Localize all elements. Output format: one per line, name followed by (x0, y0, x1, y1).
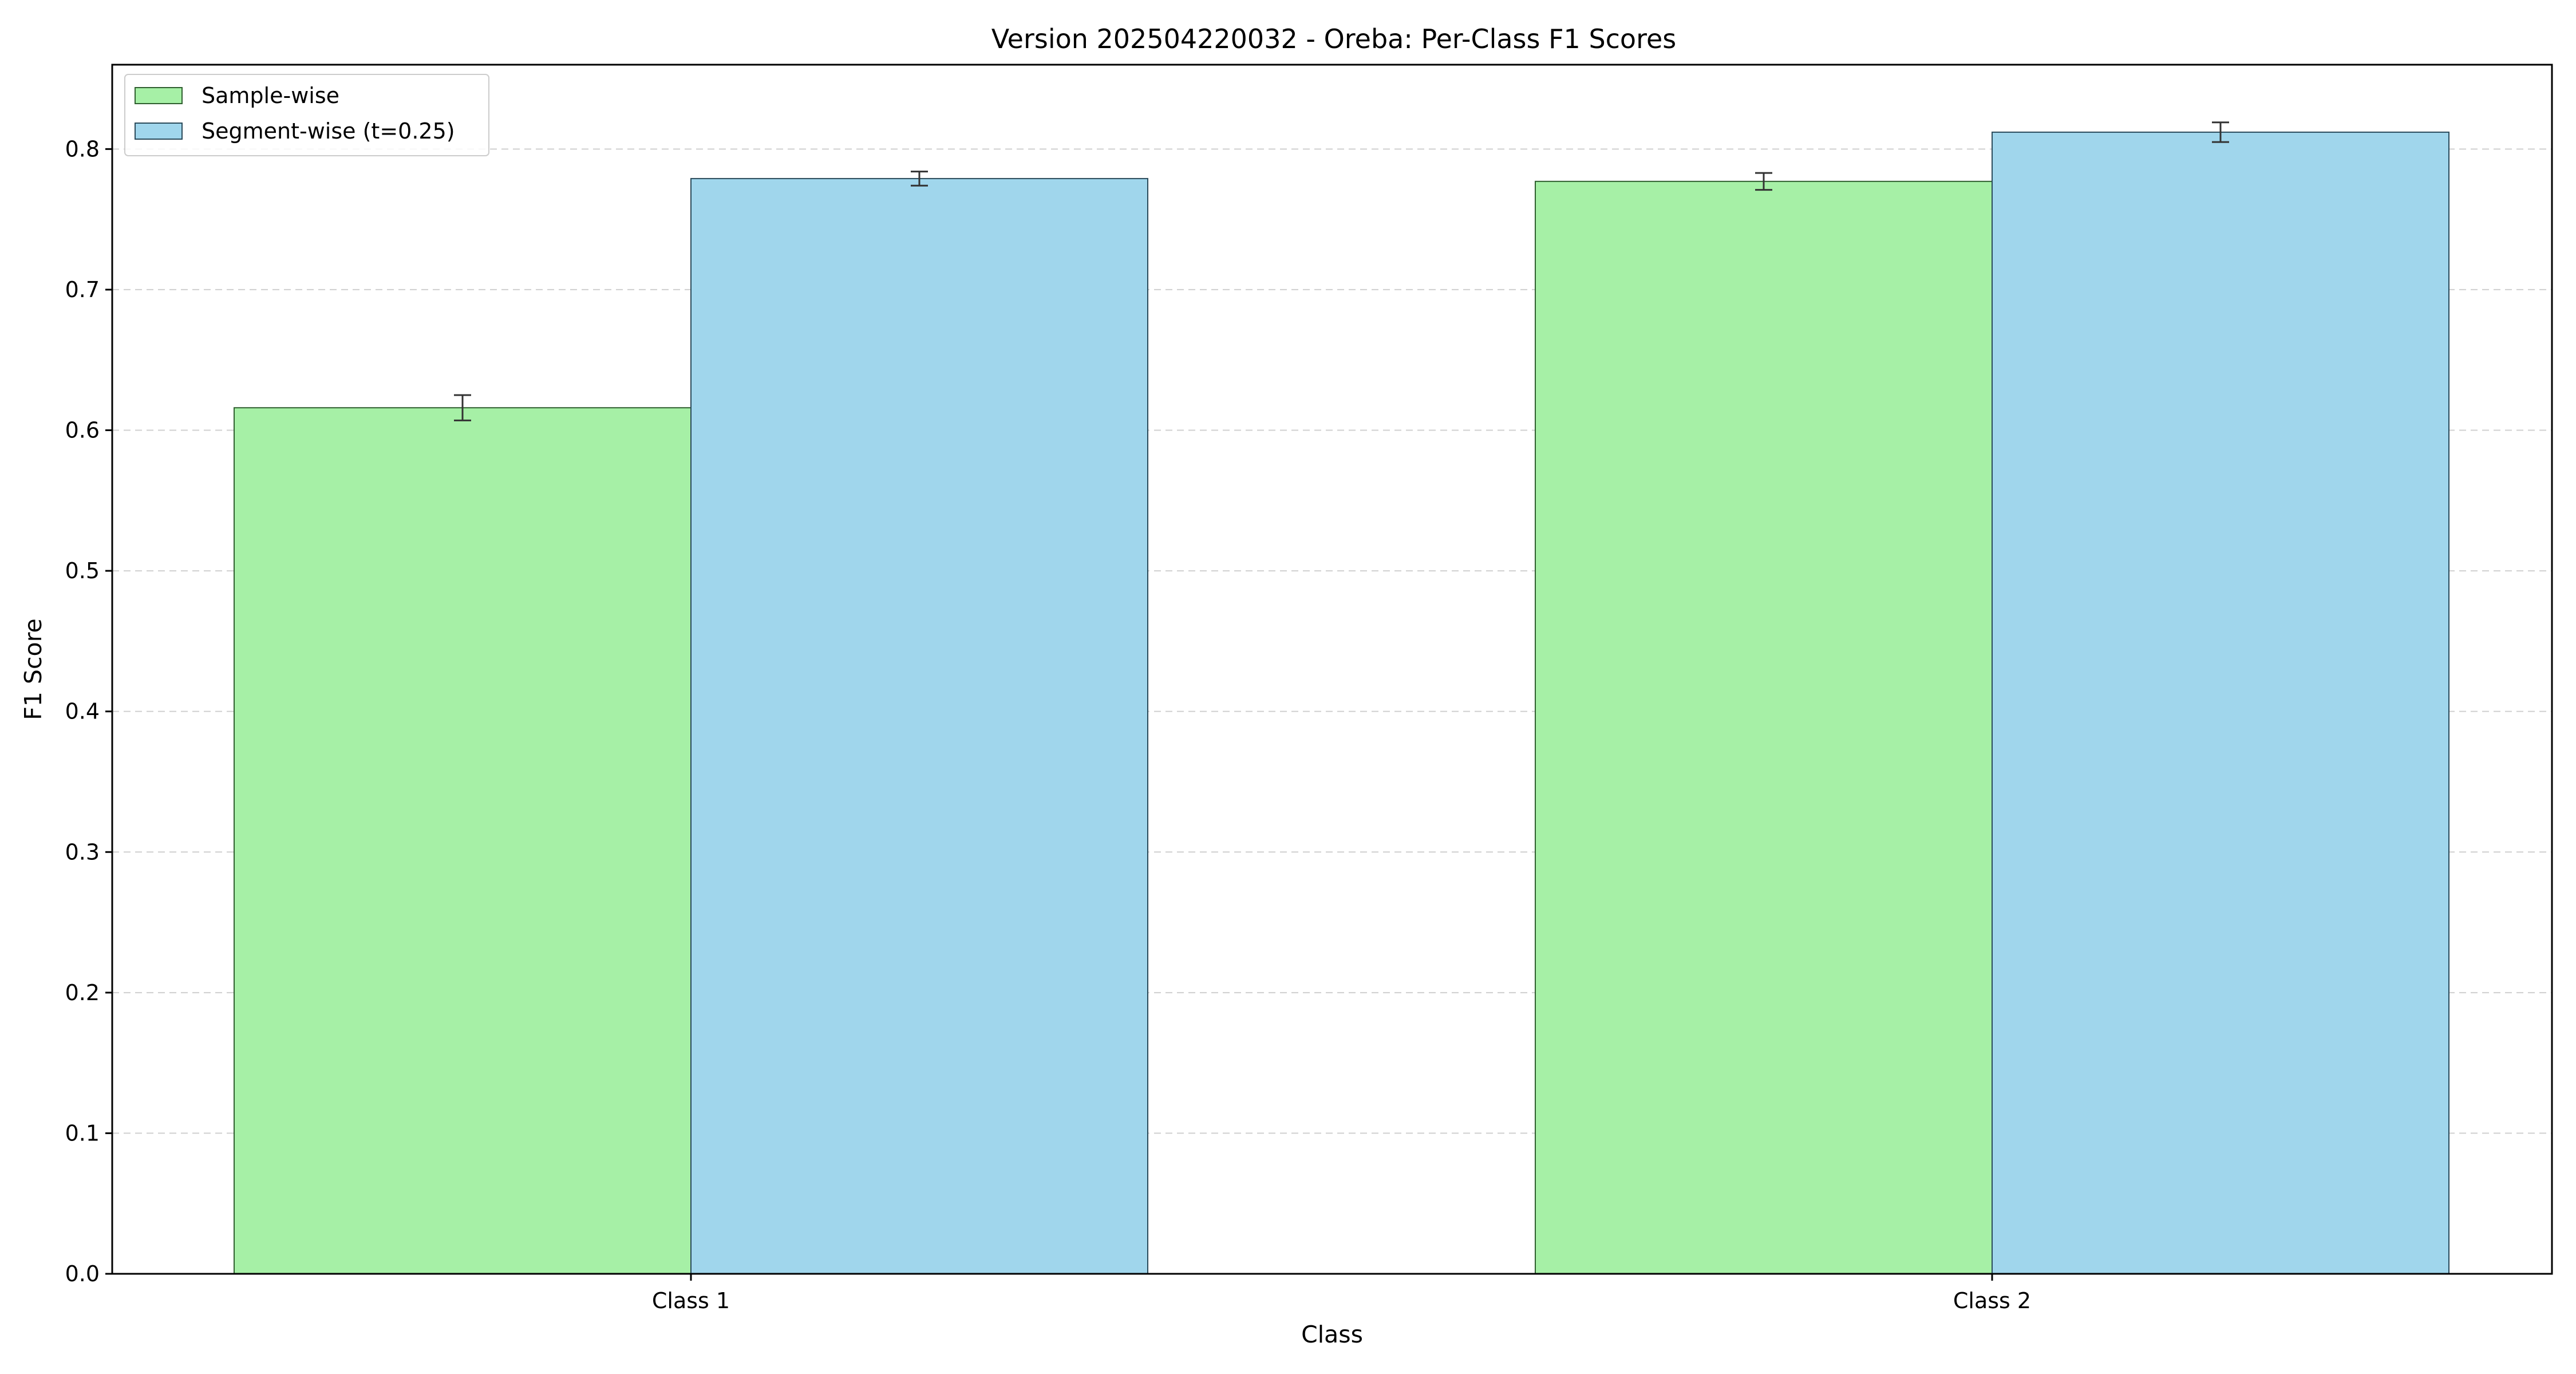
y-tick-label: 0.4 (65, 699, 100, 724)
bar-segment-wise-t-0-25-1 (690, 177, 1148, 1275)
legend-swatch-segment-wise (135, 123, 183, 140)
x-axis: Class 1 Class 2 (652, 1274, 2031, 1313)
y-axis: 0.0 0.1 0.2 0.3 0.4 0.5 0.6 0.7 0.8 (65, 136, 112, 1286)
bar-segment-wise-t-0-25-2 (1992, 131, 2449, 1275)
y-axis-label: F1 Score (19, 618, 47, 720)
x-tick-label: Class 1 (652, 1288, 730, 1313)
bars-layer (234, 131, 2449, 1275)
legend-swatch-sample-wise (135, 87, 183, 104)
chart-title: Version 202504220032 - Oreba: Per-Class … (991, 23, 1677, 54)
bar-sample-wise-2 (1535, 180, 1993, 1275)
y-tick-label: 0.1 (65, 1120, 100, 1146)
error-bars-layer (454, 121, 2229, 421)
y-tick-label: 0.3 (65, 839, 100, 864)
y-tick-label: 0.7 (65, 277, 100, 302)
legend-box (124, 74, 489, 156)
legend-label-segment-wise: Segment-wise (t=0.25) (202, 119, 455, 144)
y-tick-label: 0.6 (65, 418, 100, 443)
legend: Sample-wise Segment-wise (t=0.25) (124, 74, 489, 156)
x-tick-label: Class 2 (1953, 1288, 2031, 1313)
bar-sample-wise-1 (234, 407, 692, 1274)
y-tick-label: 0.0 (65, 1261, 100, 1286)
y-tick-label: 0.8 (65, 136, 100, 161)
legend-label-sample-wise: Sample-wise (202, 83, 339, 108)
y-tick-label: 0.5 (65, 558, 100, 583)
x-axis-label: Class (1301, 1321, 1363, 1348)
y-tick-label: 0.2 (65, 980, 100, 1005)
plot-frame (111, 64, 2553, 1275)
